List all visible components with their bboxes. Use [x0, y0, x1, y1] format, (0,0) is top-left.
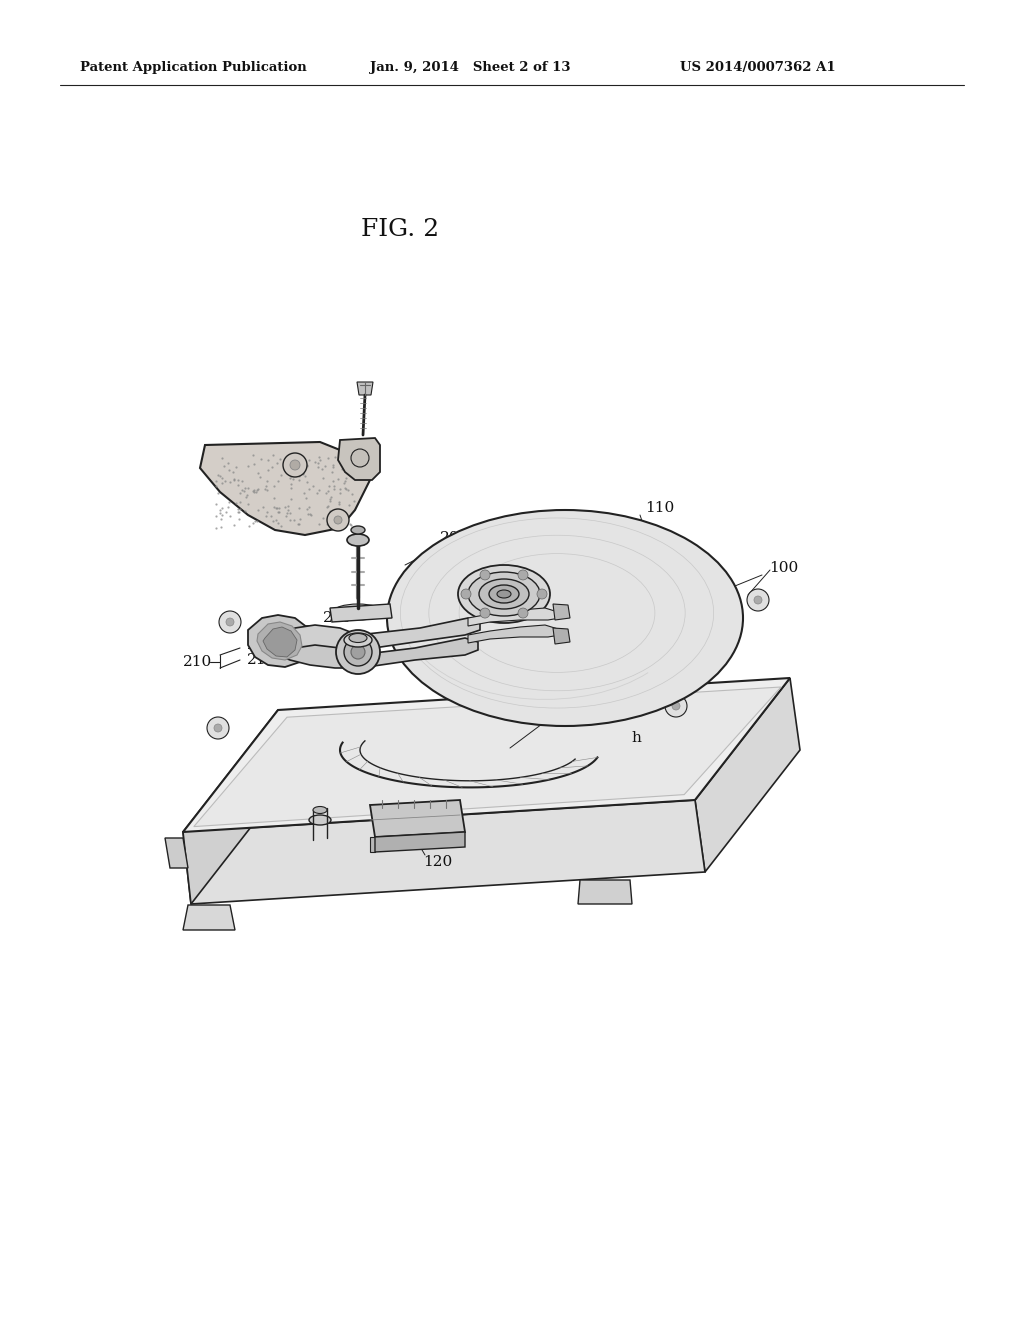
Circle shape	[461, 589, 471, 599]
Circle shape	[207, 717, 229, 739]
Circle shape	[334, 516, 342, 524]
Circle shape	[518, 609, 528, 618]
Circle shape	[537, 589, 547, 599]
Circle shape	[336, 630, 380, 675]
Polygon shape	[468, 609, 560, 626]
Polygon shape	[278, 618, 480, 649]
Text: h: h	[631, 731, 641, 744]
Polygon shape	[578, 880, 632, 904]
Polygon shape	[695, 678, 800, 873]
Circle shape	[290, 459, 300, 470]
Circle shape	[214, 723, 222, 733]
Text: 100: 100	[769, 561, 799, 576]
Circle shape	[226, 618, 234, 626]
Polygon shape	[370, 837, 375, 851]
Ellipse shape	[387, 510, 743, 726]
Polygon shape	[194, 686, 781, 826]
Text: 211: 211	[248, 653, 276, 667]
Circle shape	[754, 597, 762, 605]
Text: US 2014/0007362 A1: US 2014/0007362 A1	[680, 62, 836, 74]
Circle shape	[480, 570, 490, 579]
Ellipse shape	[458, 565, 550, 623]
Polygon shape	[200, 442, 370, 535]
Text: 200: 200	[440, 531, 470, 545]
Polygon shape	[263, 627, 297, 657]
Text: Patent Application Publication: Patent Application Publication	[80, 62, 307, 74]
Circle shape	[746, 589, 769, 611]
Circle shape	[480, 609, 490, 618]
Circle shape	[518, 570, 528, 579]
Ellipse shape	[479, 579, 529, 609]
Text: 220: 220	[521, 586, 551, 601]
Circle shape	[327, 510, 349, 531]
Text: FIG. 2: FIG. 2	[360, 219, 439, 242]
Text: 212: 212	[248, 638, 276, 652]
Polygon shape	[375, 832, 465, 851]
Ellipse shape	[349, 634, 367, 643]
Polygon shape	[338, 438, 380, 480]
Polygon shape	[183, 800, 705, 904]
Polygon shape	[330, 605, 392, 622]
Circle shape	[344, 638, 372, 667]
Text: Jan. 9, 2014   Sheet 2 of 13: Jan. 9, 2014 Sheet 2 of 13	[370, 62, 570, 74]
Text: 231: 231	[296, 624, 325, 639]
Polygon shape	[183, 710, 286, 904]
Circle shape	[672, 702, 680, 710]
Polygon shape	[183, 906, 234, 931]
Circle shape	[351, 645, 365, 659]
Ellipse shape	[344, 634, 372, 647]
Circle shape	[283, 453, 307, 477]
Polygon shape	[553, 605, 570, 620]
Text: 110: 110	[645, 502, 675, 515]
Polygon shape	[468, 624, 560, 643]
Text: 221: 221	[550, 711, 580, 725]
Polygon shape	[183, 678, 790, 832]
Text: 230: 230	[324, 611, 352, 624]
Polygon shape	[357, 381, 373, 395]
Text: P: P	[404, 805, 415, 818]
Ellipse shape	[333, 605, 383, 620]
Circle shape	[351, 449, 369, 467]
Polygon shape	[370, 800, 465, 837]
Polygon shape	[257, 622, 302, 660]
Circle shape	[219, 611, 241, 634]
Ellipse shape	[313, 807, 327, 813]
Polygon shape	[165, 838, 188, 869]
Text: 120: 120	[423, 855, 453, 869]
Circle shape	[665, 696, 687, 717]
Ellipse shape	[468, 572, 540, 616]
Ellipse shape	[351, 525, 365, 535]
Polygon shape	[248, 615, 312, 667]
Polygon shape	[278, 638, 478, 668]
Polygon shape	[553, 628, 570, 644]
Text: 210: 210	[183, 655, 213, 669]
Ellipse shape	[489, 585, 519, 603]
Ellipse shape	[309, 814, 331, 825]
Ellipse shape	[497, 590, 511, 598]
Ellipse shape	[347, 535, 369, 546]
